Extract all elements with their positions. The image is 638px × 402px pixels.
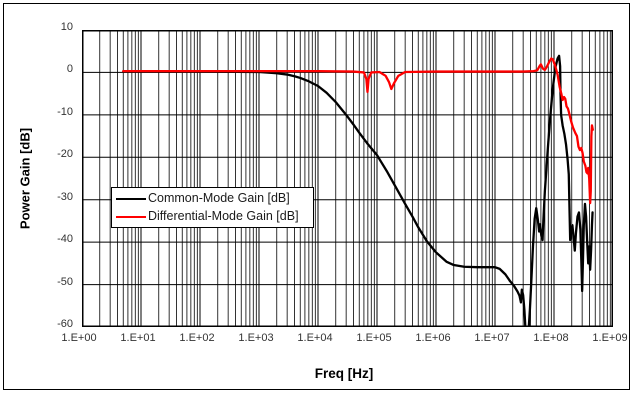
- legend-line-sample-black: [116, 197, 146, 200]
- y-tick-label: -20: [57, 148, 73, 161]
- legend-item-common-mode: Common-Mode Gain [dB]: [116, 190, 309, 207]
- y-tick-label: -30: [57, 190, 73, 203]
- y-tick-label: -50: [57, 275, 73, 288]
- x-axis-title: Freq [Hz]: [314, 366, 374, 381]
- x-tick-label: 1.E+03: [238, 332, 274, 344]
- legend: Common-Mode Gain [dB] Differential-Mode …: [111, 187, 314, 228]
- x-tick-label: 1.E+09: [592, 332, 628, 344]
- x-tick-label: 1.E+00: [61, 332, 97, 344]
- chart-outer-border: Common-Mode Gain [dB] Differential-Mode …: [3, 3, 630, 390]
- y-tick-label: -10: [57, 105, 73, 118]
- legend-line-sample-red: [116, 215, 146, 218]
- x-tick-label: 1.E+01: [120, 332, 156, 344]
- x-tick-label: 1.E+02: [179, 332, 215, 344]
- y-axis-title: Power Gain [dB]: [17, 127, 33, 230]
- x-tick-label: 1.E+08: [533, 332, 569, 344]
- x-tick-label: 1.E+05: [356, 332, 392, 344]
- legend-label-common-mode: Common-Mode Gain [dB]: [148, 191, 290, 205]
- chart-canvas: [82, 30, 613, 327]
- y-tick-label: 0: [66, 63, 73, 76]
- x-tick-label: 1.E+07: [474, 332, 510, 344]
- legend-item-differential-mode: Differential-Mode Gain [dB]: [116, 208, 309, 225]
- y-tick-label: 10: [60, 21, 73, 33]
- x-tick-label: 1.E+04: [297, 332, 333, 344]
- y-tick-label: -40: [57, 233, 73, 246]
- plot-area: Common-Mode Gain [dB] Differential-Mode …: [82, 30, 613, 327]
- legend-label-differential-mode: Differential-Mode Gain [dB]: [148, 209, 299, 223]
- y-tick-label: -60: [57, 318, 73, 330]
- x-tick-label: 1.E+06: [415, 332, 451, 344]
